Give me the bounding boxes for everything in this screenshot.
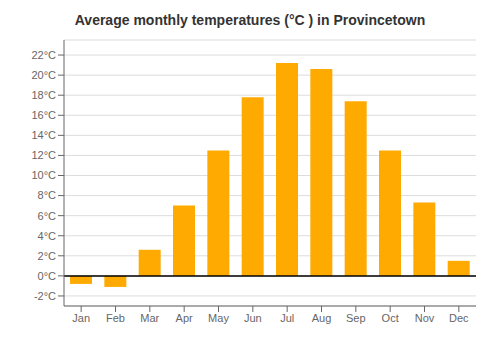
svg-text:14°C: 14°C <box>31 129 56 141</box>
svg-text:Dec: Dec <box>449 312 469 324</box>
svg-text:2°C: 2°C <box>38 250 57 262</box>
svg-text:16°C: 16°C <box>31 109 56 121</box>
svg-text:Nov: Nov <box>415 312 435 324</box>
svg-text:20°C: 20°C <box>31 69 56 81</box>
svg-text:Jun: Jun <box>244 312 262 324</box>
svg-text:May: May <box>208 312 229 324</box>
svg-text:Oct: Oct <box>382 312 399 324</box>
svg-text:Jul: Jul <box>280 312 294 324</box>
svg-text:0°C: 0°C <box>38 270 57 282</box>
svg-text:4°C: 4°C <box>38 230 57 242</box>
svg-text:Sep: Sep <box>346 312 366 324</box>
svg-text:Mar: Mar <box>140 312 159 324</box>
svg-text:Aug: Aug <box>312 312 332 324</box>
svg-text:Feb: Feb <box>106 312 125 324</box>
svg-text:10°C: 10°C <box>31 169 56 181</box>
svg-text:Apr: Apr <box>176 312 193 324</box>
svg-text:Jan: Jan <box>72 312 90 324</box>
svg-text:-2°C: -2°C <box>34 290 56 302</box>
svg-text:22°C: 22°C <box>31 49 56 61</box>
html-text:Average monthly temperatures (: Average monthly temperatures (°C ) in Pr… <box>74 12 426 28</box>
svg-text:12°C: 12°C <box>31 149 56 161</box>
svg-text:6°C: 6°C <box>38 210 57 222</box>
svg-text:8°C: 8°C <box>38 189 57 201</box>
svg-text:18°C: 18°C <box>31 89 56 101</box>
